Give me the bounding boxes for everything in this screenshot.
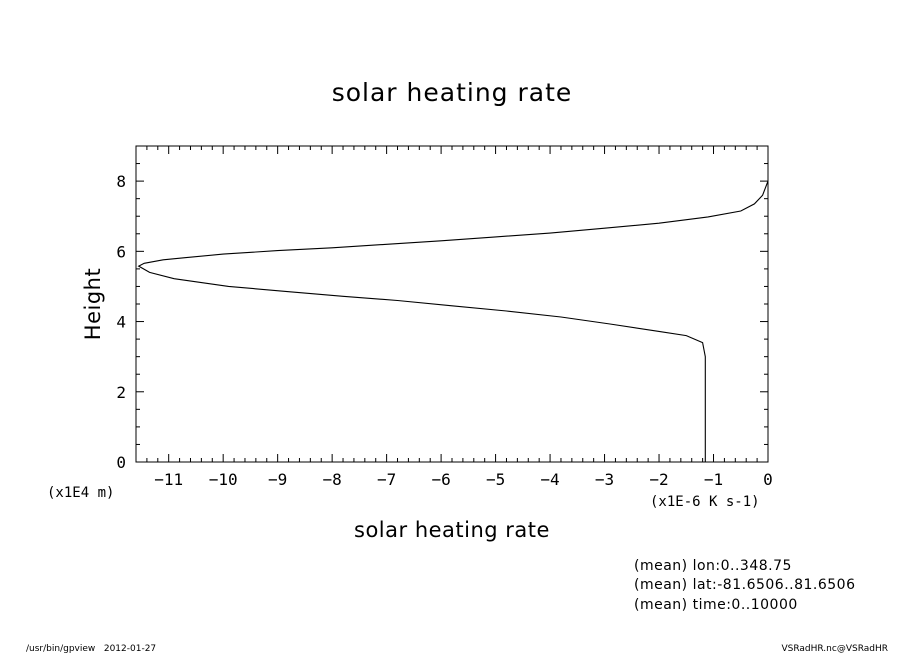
- x-axis-unit: (x1E-6 K s-1): [650, 494, 760, 510]
- y-tick-label: 0: [116, 453, 126, 472]
- annotation-lat: (mean) lat:-81.6506..81.6506: [634, 577, 856, 593]
- x-tick-label: −1: [704, 470, 723, 489]
- x-tick-label: −9: [268, 470, 287, 489]
- annotation-lon: (mean) lon:0..348.75: [634, 558, 792, 574]
- series-group: [137, 180, 769, 462]
- x-tick-label: 0: [763, 470, 773, 489]
- y-tick-label: 6: [116, 242, 126, 261]
- footer-right: VSRadHR.nc@VSRadHR: [781, 644, 888, 654]
- y-axis-unit: (x1E4 m): [47, 485, 114, 501]
- annotation-time: (mean) time:0..10000: [634, 597, 798, 613]
- y-tick-label: 8: [116, 172, 126, 191]
- x-axis-label: solar heating rate: [354, 518, 550, 542]
- x-tick-label: −8: [323, 470, 342, 489]
- y-axis-label: Height: [81, 268, 105, 340]
- series-line: [137, 180, 769, 462]
- x-tick-labels: −11 −10 −9 −8 −7 −6 −5 −4 −3 −2 −1 0: [154, 470, 773, 489]
- x-tick-label: −2: [649, 470, 668, 489]
- plot-frame: [135, 145, 769, 463]
- x-tick-label: −4: [540, 470, 559, 489]
- chart-title: solar heating rate: [332, 78, 573, 107]
- x-tick-label: −11: [154, 470, 183, 489]
- x-tick-label: −5: [486, 470, 505, 489]
- x-tick-label: −10: [209, 470, 238, 489]
- y-tick-label: 2: [116, 383, 126, 402]
- x-tick-label: −6: [431, 470, 450, 489]
- axis-ticks: [135, 145, 769, 463]
- x-tick-label: −3: [595, 470, 614, 489]
- y-tick-labels: 0 2 4 6 8: [116, 172, 126, 472]
- footer-left: /usr/bin/gpview 2012-01-27: [26, 644, 156, 654]
- y-tick-label: 4: [116, 313, 126, 332]
- x-tick-label: −7: [377, 470, 396, 489]
